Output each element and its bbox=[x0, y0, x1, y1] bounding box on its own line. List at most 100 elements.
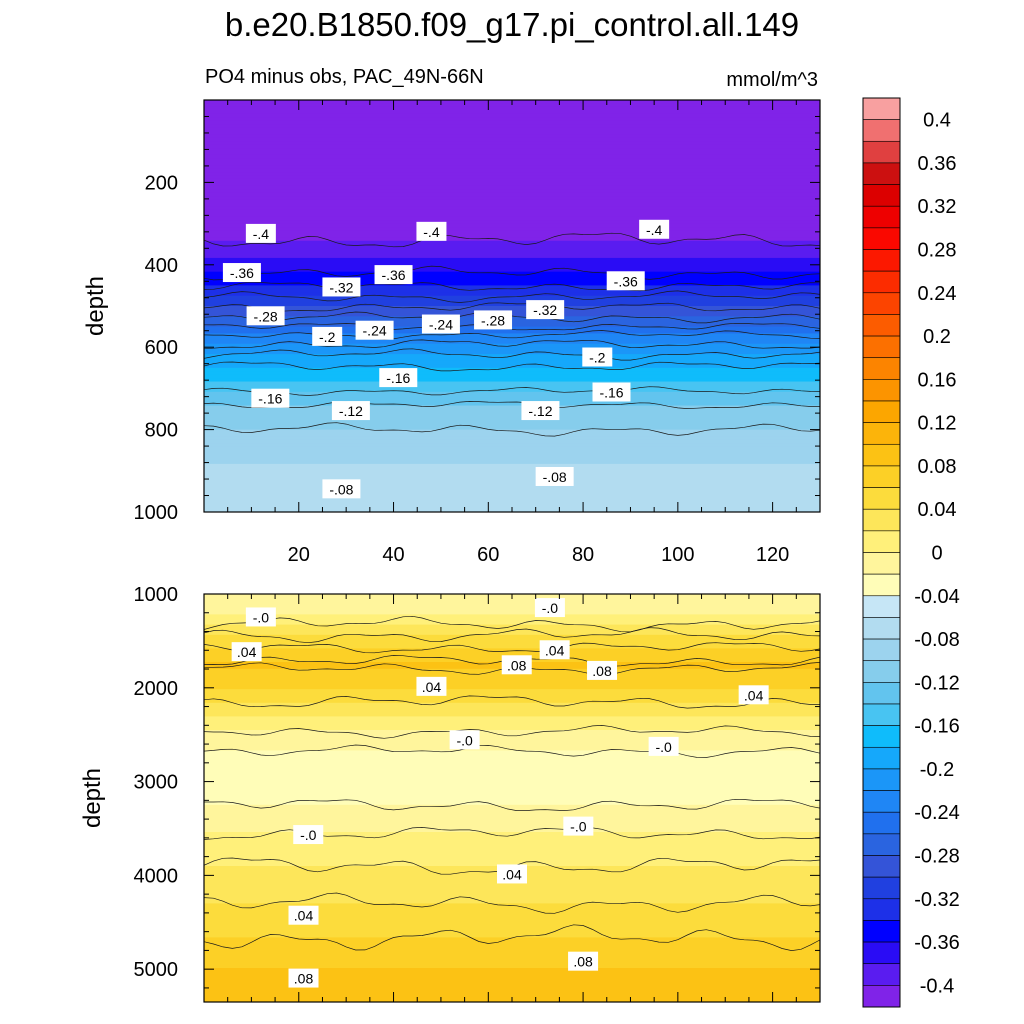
contour-line bbox=[204, 386, 820, 396]
y-tick-label: 1000 bbox=[134, 502, 179, 524]
field-band bbox=[204, 412, 820, 417]
field-band bbox=[204, 645, 820, 649]
field-band bbox=[204, 130, 820, 135]
contour-label: .04 bbox=[539, 640, 570, 660]
contour-line bbox=[204, 401, 820, 409]
contour-label: -.4 bbox=[245, 223, 276, 243]
field-band bbox=[204, 794, 820, 799]
field-band bbox=[204, 381, 820, 386]
field-band bbox=[204, 141, 820, 146]
field-band bbox=[204, 753, 820, 758]
field-band bbox=[204, 333, 820, 338]
colorbar-box bbox=[862, 876, 901, 900]
field-band bbox=[204, 896, 820, 901]
contour-label-bg bbox=[582, 347, 613, 367]
colorbar-tick-label: 0.24 bbox=[918, 283, 957, 305]
field-band bbox=[204, 974, 820, 979]
contour-line bbox=[204, 302, 820, 312]
field-band bbox=[204, 736, 820, 741]
field-band bbox=[204, 733, 820, 738]
contour-label-text: -.4 bbox=[646, 222, 663, 238]
contour-label: .04 bbox=[738, 685, 769, 705]
contour-label: -.0 bbox=[449, 730, 480, 750]
colorbar-box bbox=[862, 617, 901, 640]
x-tick-label: 80 bbox=[572, 544, 594, 566]
contour-label: -.12 bbox=[521, 401, 560, 421]
field-band bbox=[204, 808, 820, 813]
field-band bbox=[204, 611, 820, 615]
contour-label-bg bbox=[497, 864, 527, 884]
field-band bbox=[204, 920, 820, 925]
contour-label-bg bbox=[421, 314, 460, 334]
field-band bbox=[204, 161, 820, 166]
field-band bbox=[204, 709, 820, 714]
contour-label: -.2 bbox=[582, 347, 613, 367]
field-band bbox=[204, 845, 820, 850]
colorbar-tick-label: 0.08 bbox=[918, 456, 957, 478]
contour-label-text: .04 bbox=[422, 679, 442, 695]
contour-label-bg bbox=[288, 968, 319, 988]
colorbar-box bbox=[862, 140, 901, 164]
field-band bbox=[204, 185, 820, 190]
field-band bbox=[204, 726, 820, 731]
colorbar-tick-label: 0.36 bbox=[918, 153, 957, 175]
field-band bbox=[204, 852, 820, 857]
contour-label: -.24 bbox=[355, 320, 394, 340]
field-band bbox=[204, 804, 820, 809]
contour-label-bg bbox=[288, 905, 319, 925]
field-band bbox=[204, 422, 820, 427]
field-band bbox=[204, 944, 820, 949]
field-band bbox=[204, 491, 820, 496]
contour-label-text: -.0 bbox=[456, 732, 473, 748]
y-tick-label: 400 bbox=[145, 255, 178, 277]
colorbar-tick-label: -0.36 bbox=[914, 932, 960, 954]
field-band bbox=[204, 367, 820, 372]
contour-label: -.0 bbox=[563, 816, 594, 836]
field-band bbox=[204, 110, 820, 115]
lower-panel-contours bbox=[204, 615, 820, 951]
colorbar-box bbox=[862, 746, 901, 770]
contour-label: .04 bbox=[416, 676, 447, 696]
field-band bbox=[204, 784, 820, 789]
colorbar-box bbox=[862, 725, 901, 748]
contour-label-text: -.24 bbox=[429, 317, 453, 333]
y-tick-label: 1000 bbox=[134, 584, 179, 606]
contour-label-text: -.08 bbox=[543, 469, 567, 485]
contour-line bbox=[204, 924, 820, 951]
contour-label-text: -.36 bbox=[381, 267, 405, 283]
upper-panel-fill bbox=[204, 100, 820, 512]
field-band bbox=[204, 917, 820, 921]
contour-label-text: -.16 bbox=[258, 391, 282, 407]
contour-line bbox=[204, 744, 820, 758]
field-band bbox=[204, 787, 820, 792]
contour-label-bg bbox=[563, 816, 594, 836]
contour-label-bg bbox=[222, 263, 261, 283]
contour-label-text: -.0 bbox=[570, 819, 587, 835]
field-band bbox=[204, 968, 820, 972]
field-band bbox=[204, 168, 820, 173]
field-band bbox=[204, 350, 820, 355]
contour-label-bg bbox=[521, 401, 560, 421]
contour-label: .04 bbox=[288, 905, 319, 925]
contour-label-bg bbox=[231, 642, 262, 662]
field-band bbox=[204, 638, 820, 643]
field-band bbox=[204, 281, 820, 286]
contour-line bbox=[204, 642, 820, 654]
field-band bbox=[204, 798, 820, 802]
field-band bbox=[204, 302, 820, 307]
colorbar-box bbox=[862, 357, 901, 380]
contour-label-text: -.0 bbox=[542, 600, 559, 616]
colorbar-box bbox=[862, 97, 901, 120]
colorbar: 0.4 0.36 0.32 0.28 0.24 0.2 0.16 0.12 0.08 0.04 0 -… bbox=[862, 97, 960, 1008]
field-band bbox=[204, 247, 820, 252]
field-band bbox=[204, 981, 820, 986]
colorbar-box bbox=[862, 227, 901, 250]
contour-label: -.36 bbox=[606, 271, 645, 291]
contour-label: -.32 bbox=[322, 277, 361, 297]
field-band bbox=[204, 781, 820, 785]
field-band bbox=[204, 679, 820, 683]
field-band bbox=[204, 261, 820, 266]
field-band bbox=[204, 450, 820, 455]
field-band bbox=[204, 233, 820, 238]
field-band bbox=[204, 774, 820, 779]
